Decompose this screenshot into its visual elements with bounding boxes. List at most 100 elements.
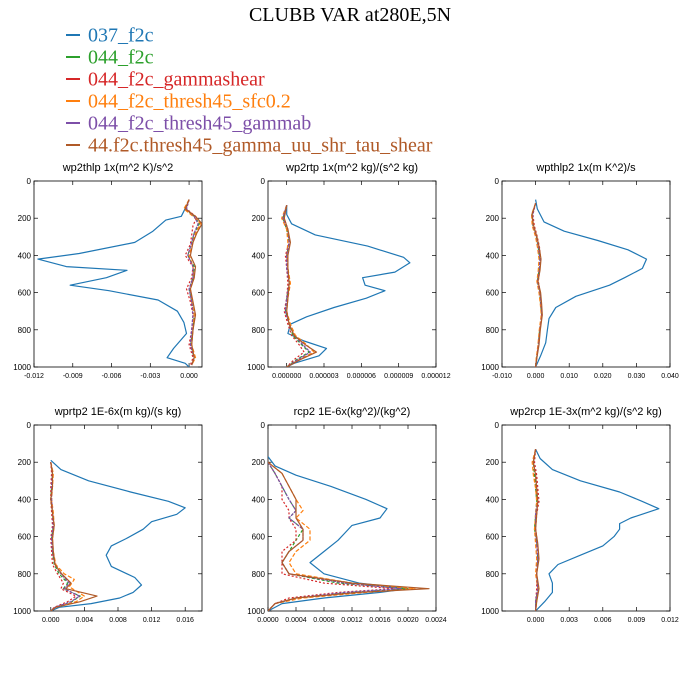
x-tick-label: -0.009	[63, 373, 83, 380]
legend-swatch	[66, 56, 80, 59]
y-tick-label: 1000	[481, 363, 499, 372]
y-tick-label: 0	[261, 177, 266, 186]
chart-panel-5: rcp2 1E-6x(kg^2)/(kg^2) 0 200 400 600 800 1000…	[247, 406, 447, 624]
legend-entry: 037_f2c	[66, 24, 432, 46]
x-tick-label: 0.0020	[397, 617, 419, 624]
legend-label: 044_f2c_gammashear	[88, 68, 265, 91]
y-tick-label: 200	[252, 458, 266, 467]
series-line-6	[532, 449, 540, 611]
y-tick-label: 600	[486, 533, 500, 542]
y-tick-label: 600	[252, 289, 266, 298]
y-tick-label: 400	[252, 495, 266, 504]
y-tick-label: 400	[486, 251, 500, 260]
series-line-6	[531, 203, 543, 367]
panel-title: wp2rcp 1E-3x(m^2 kg)/(s^2 kg)	[509, 406, 662, 418]
series-line-5	[50, 462, 81, 611]
x-tick-label: 0.000003	[309, 373, 338, 380]
plot-frame	[33, 180, 203, 368]
y-tick-label: 400	[486, 495, 500, 504]
x-tick-label: 0.003	[560, 617, 578, 624]
x-tick-label: 0.0012	[341, 617, 363, 624]
x-tick-label: 0.009	[628, 617, 646, 624]
series-line-1	[535, 199, 648, 367]
series-line-6	[268, 461, 430, 611]
y-tick-label: 600	[18, 533, 32, 542]
x-tick-label: 0.0024	[425, 617, 447, 624]
legend-label: 44.f2c.thresh45_gamma_uu_shr_tau_shear	[88, 134, 433, 157]
legend-label: 044_f2c_thresh45_gammab	[88, 112, 312, 135]
series-line-3	[184, 199, 198, 366]
x-tick-label: 0.040	[661, 373, 679, 380]
legend-label: 044_f2c	[88, 46, 154, 69]
plot-frame	[33, 424, 203, 612]
x-tick-label: 0.020	[594, 373, 612, 380]
y-tick-label: 400	[252, 251, 266, 260]
x-tick-label: -0.010	[492, 373, 512, 380]
x-tick-label: 0.006	[594, 617, 612, 624]
series-line-1	[268, 456, 409, 611]
y-tick-label: 1000	[13, 607, 31, 616]
panel-title: wpthlp2 1x(m K^2)/s	[535, 162, 636, 174]
y-tick-label: 0	[261, 421, 266, 430]
plot-frame	[501, 424, 671, 612]
legend-swatch	[66, 100, 80, 103]
y-tick-label: 800	[252, 326, 266, 335]
legend-entry: 044_f2c_gammashear	[66, 68, 432, 90]
y-tick-label: 0	[27, 421, 32, 430]
legend-label: 044_f2c_thresh45_sfc0.2	[88, 90, 291, 113]
x-tick-label: 0.000	[527, 617, 545, 624]
legend-entry: 044_f2c_thresh45_gammab	[66, 112, 432, 134]
y-tick-label: 800	[18, 570, 32, 579]
chart-panel-6: wp2rcp 1E-3x(m^2 kg)/(s^2 kg) 0 200 400 600 8…	[481, 406, 679, 624]
chart-panel-2: wp2rtp 1x(m^2 kg)/(s^2 kg) 0 200 400 600 800 1…	[247, 162, 450, 380]
y-tick-label: 0	[27, 177, 32, 186]
series-line-3	[50, 462, 77, 611]
x-tick-label: 0.0000	[257, 617, 279, 624]
panel-title: wprtp2 1E-6x(m kg)/(s kg)	[54, 406, 182, 418]
series-line-1	[50, 459, 186, 611]
series-line-5	[185, 199, 199, 366]
y-tick-label: 200	[486, 214, 500, 223]
legend-swatch	[66, 122, 80, 125]
plot-frame	[501, 180, 671, 368]
y-tick-label: 200	[18, 458, 32, 467]
x-tick-label: -0.012	[24, 373, 44, 380]
series-line-4	[281, 204, 315, 367]
x-tick-label: 0.010	[560, 373, 578, 380]
y-tick-label: 600	[486, 289, 500, 298]
x-tick-label: 0.008	[109, 617, 127, 624]
y-tick-label: 800	[18, 326, 32, 335]
chart-panel-3: wpthlp2 1x(m K^2)/s 0 200 400 600 800 1000-0.0…	[481, 162, 679, 380]
x-tick-label: 0.016	[176, 617, 194, 624]
y-tick-label: 1000	[481, 607, 499, 616]
x-tick-label: 0.012	[143, 617, 161, 624]
legend-entry: 044_f2c	[66, 46, 432, 68]
figure-title: CLUBB VAR at280E,5N	[248, 4, 452, 26]
x-tick-label: -0.006	[102, 373, 122, 380]
chart-panel-4: wprtp2 1E-6x(m kg)/(s kg) 0 200 400 600 800 10…	[13, 406, 203, 624]
y-tick-label: 800	[486, 570, 500, 579]
panel-title: rcp2 1E-6x(kg^2)/(kg^2)	[294, 406, 411, 418]
x-tick-label: 0.012	[661, 617, 679, 624]
series-line-1	[286, 205, 411, 367]
y-tick-label: 800	[252, 570, 266, 579]
x-tick-label: 0.000006	[347, 373, 376, 380]
x-tick-label: -0.003	[140, 373, 160, 380]
x-tick-label: 0.004	[76, 617, 94, 624]
y-tick-label: 600	[18, 289, 32, 298]
series-line-3	[268, 461, 395, 611]
y-tick-label: 1000	[247, 363, 265, 372]
y-tick-label: 1000	[247, 607, 265, 616]
series-line-1	[37, 203, 190, 367]
x-tick-label: 0.0004	[285, 617, 307, 624]
panel-title: wp2thlp 1x(m^2 K)/s^2	[62, 162, 174, 174]
y-tick-label: 400	[18, 495, 32, 504]
legend-swatch	[66, 78, 80, 81]
legend-entry: 044_f2c_thresh45_sfc0.2	[66, 90, 432, 112]
legend: 037_f2c 044_f2c 044_f2c_gammashear 044_f2c_…	[66, 24, 432, 156]
y-tick-label: 1000	[13, 363, 31, 372]
x-tick-label: 0.000	[180, 373, 198, 380]
x-tick-label: 0.030	[628, 373, 646, 380]
y-tick-label: 200	[18, 214, 32, 223]
